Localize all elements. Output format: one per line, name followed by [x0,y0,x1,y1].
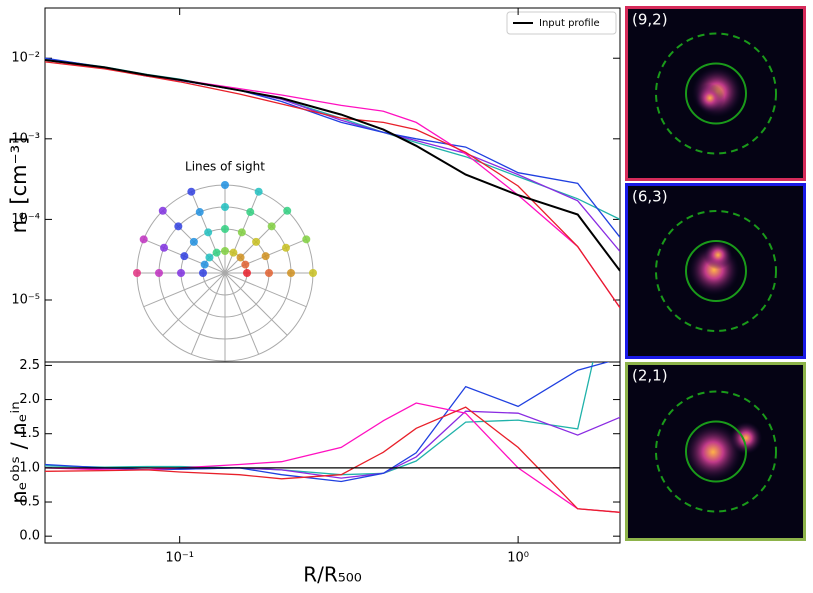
outer-circle [655,390,777,513]
image-label: (2,1) [632,367,668,385]
plot-frame [44,7,621,363]
line-of-sight-dot [221,203,229,211]
series-line [45,59,620,309]
line-of-sight-dot [158,206,167,215]
series-line [45,59,620,252]
polar-spoke [224,272,260,355]
line-of-sight-dot [252,237,261,246]
line-of-sight-dot [221,225,229,233]
line-of-sight-dot [204,228,213,237]
y-tick-label: 10⁻⁴ [11,212,40,227]
line-of-sight-dot [174,222,183,231]
series-line [45,58,620,220]
line-of-sight-dot [309,269,317,277]
series-line [45,362,594,476]
line-of-sight-dot [212,248,221,257]
x-tick-label: 10⁰ [507,551,529,566]
line-of-sight-dot [189,237,198,246]
line-of-sight-dot [243,269,251,277]
cluster-emission [695,83,725,113]
line-of-sight-dot [281,243,290,252]
x-tick-label: 10⁻¹ [165,551,194,566]
line-of-sight-dot [261,252,270,261]
legend-box [506,11,617,35]
polar-spoke [190,272,226,355]
line-of-sight-dot [221,181,229,189]
line-of-sight-dot [160,243,169,252]
series-line [45,61,620,309]
line-of-sight-dot [287,269,295,277]
r500-circle [685,240,747,302]
inset-title: Lines of sight [185,160,265,174]
plot-area [45,362,620,513]
line-of-sight-dot [139,235,148,244]
line-of-sight-dot [187,187,196,196]
series-line [45,57,620,238]
line-of-sight-dot [237,228,246,237]
line-of-sight-dot [200,260,209,269]
cluster-emission [684,423,742,481]
line-of-sight-dot [177,269,185,277]
line-of-sight-dot [265,269,273,277]
line-of-sight-dot [221,247,229,255]
polar-spoke [224,272,288,336]
y-tick-label: 10⁻² [11,51,40,66]
line-of-sight-dot [133,269,141,277]
image-label: (6,3) [632,188,668,206]
line-of-sight-dot [267,222,276,231]
y-tick-label: 1.5 [19,426,40,441]
line-of-sight-dot [302,235,311,244]
polar-spoke [143,272,226,308]
outer-circle [655,210,777,332]
y-tick-label: 0.5 [19,495,40,510]
r500-circle [685,62,747,125]
x-axis-label: R/R₅₀₀ [303,563,362,587]
line-of-sight-dot [229,248,238,257]
line-of-sight-dot [283,206,292,215]
line-of-sight-dot [246,208,255,217]
y-tick-label: 2.5 [19,358,40,373]
line-of-sight-dot [180,252,189,261]
y-tick-label: 10⁻⁵ [11,292,40,307]
y-axis-label: nₑᵒᵇˢ / nₑⁱⁿ [7,401,31,503]
line-of-sight-dot [155,269,163,277]
legend-label: Input profile [539,18,600,29]
polar-spoke [162,272,226,336]
plot-area [45,57,620,309]
image-label: (9,2) [632,11,668,29]
line-of-sight-dot [199,269,207,277]
outer-circle [655,32,777,155]
plot-frame [44,361,621,544]
series-line [45,406,620,513]
cluster-emission [703,240,733,270]
line-of-sight-dot [236,253,245,262]
line-of-sight-dot [205,253,214,262]
y-tick-label: 0.0 [19,529,40,544]
line-of-sight-dot [254,187,263,196]
y-tick-label: 10⁻³ [11,131,40,146]
y-tick-label: 1.0 [19,460,40,475]
series-line [45,59,620,272]
line-of-sight-dot [195,208,204,217]
y-axis-label: nₑ [cm⁻³] [7,137,31,234]
line-of-sight-dot [241,260,250,269]
y-tick-label: 2.0 [19,392,40,407]
polar-spoke [224,272,307,308]
r500-circle [685,420,747,483]
